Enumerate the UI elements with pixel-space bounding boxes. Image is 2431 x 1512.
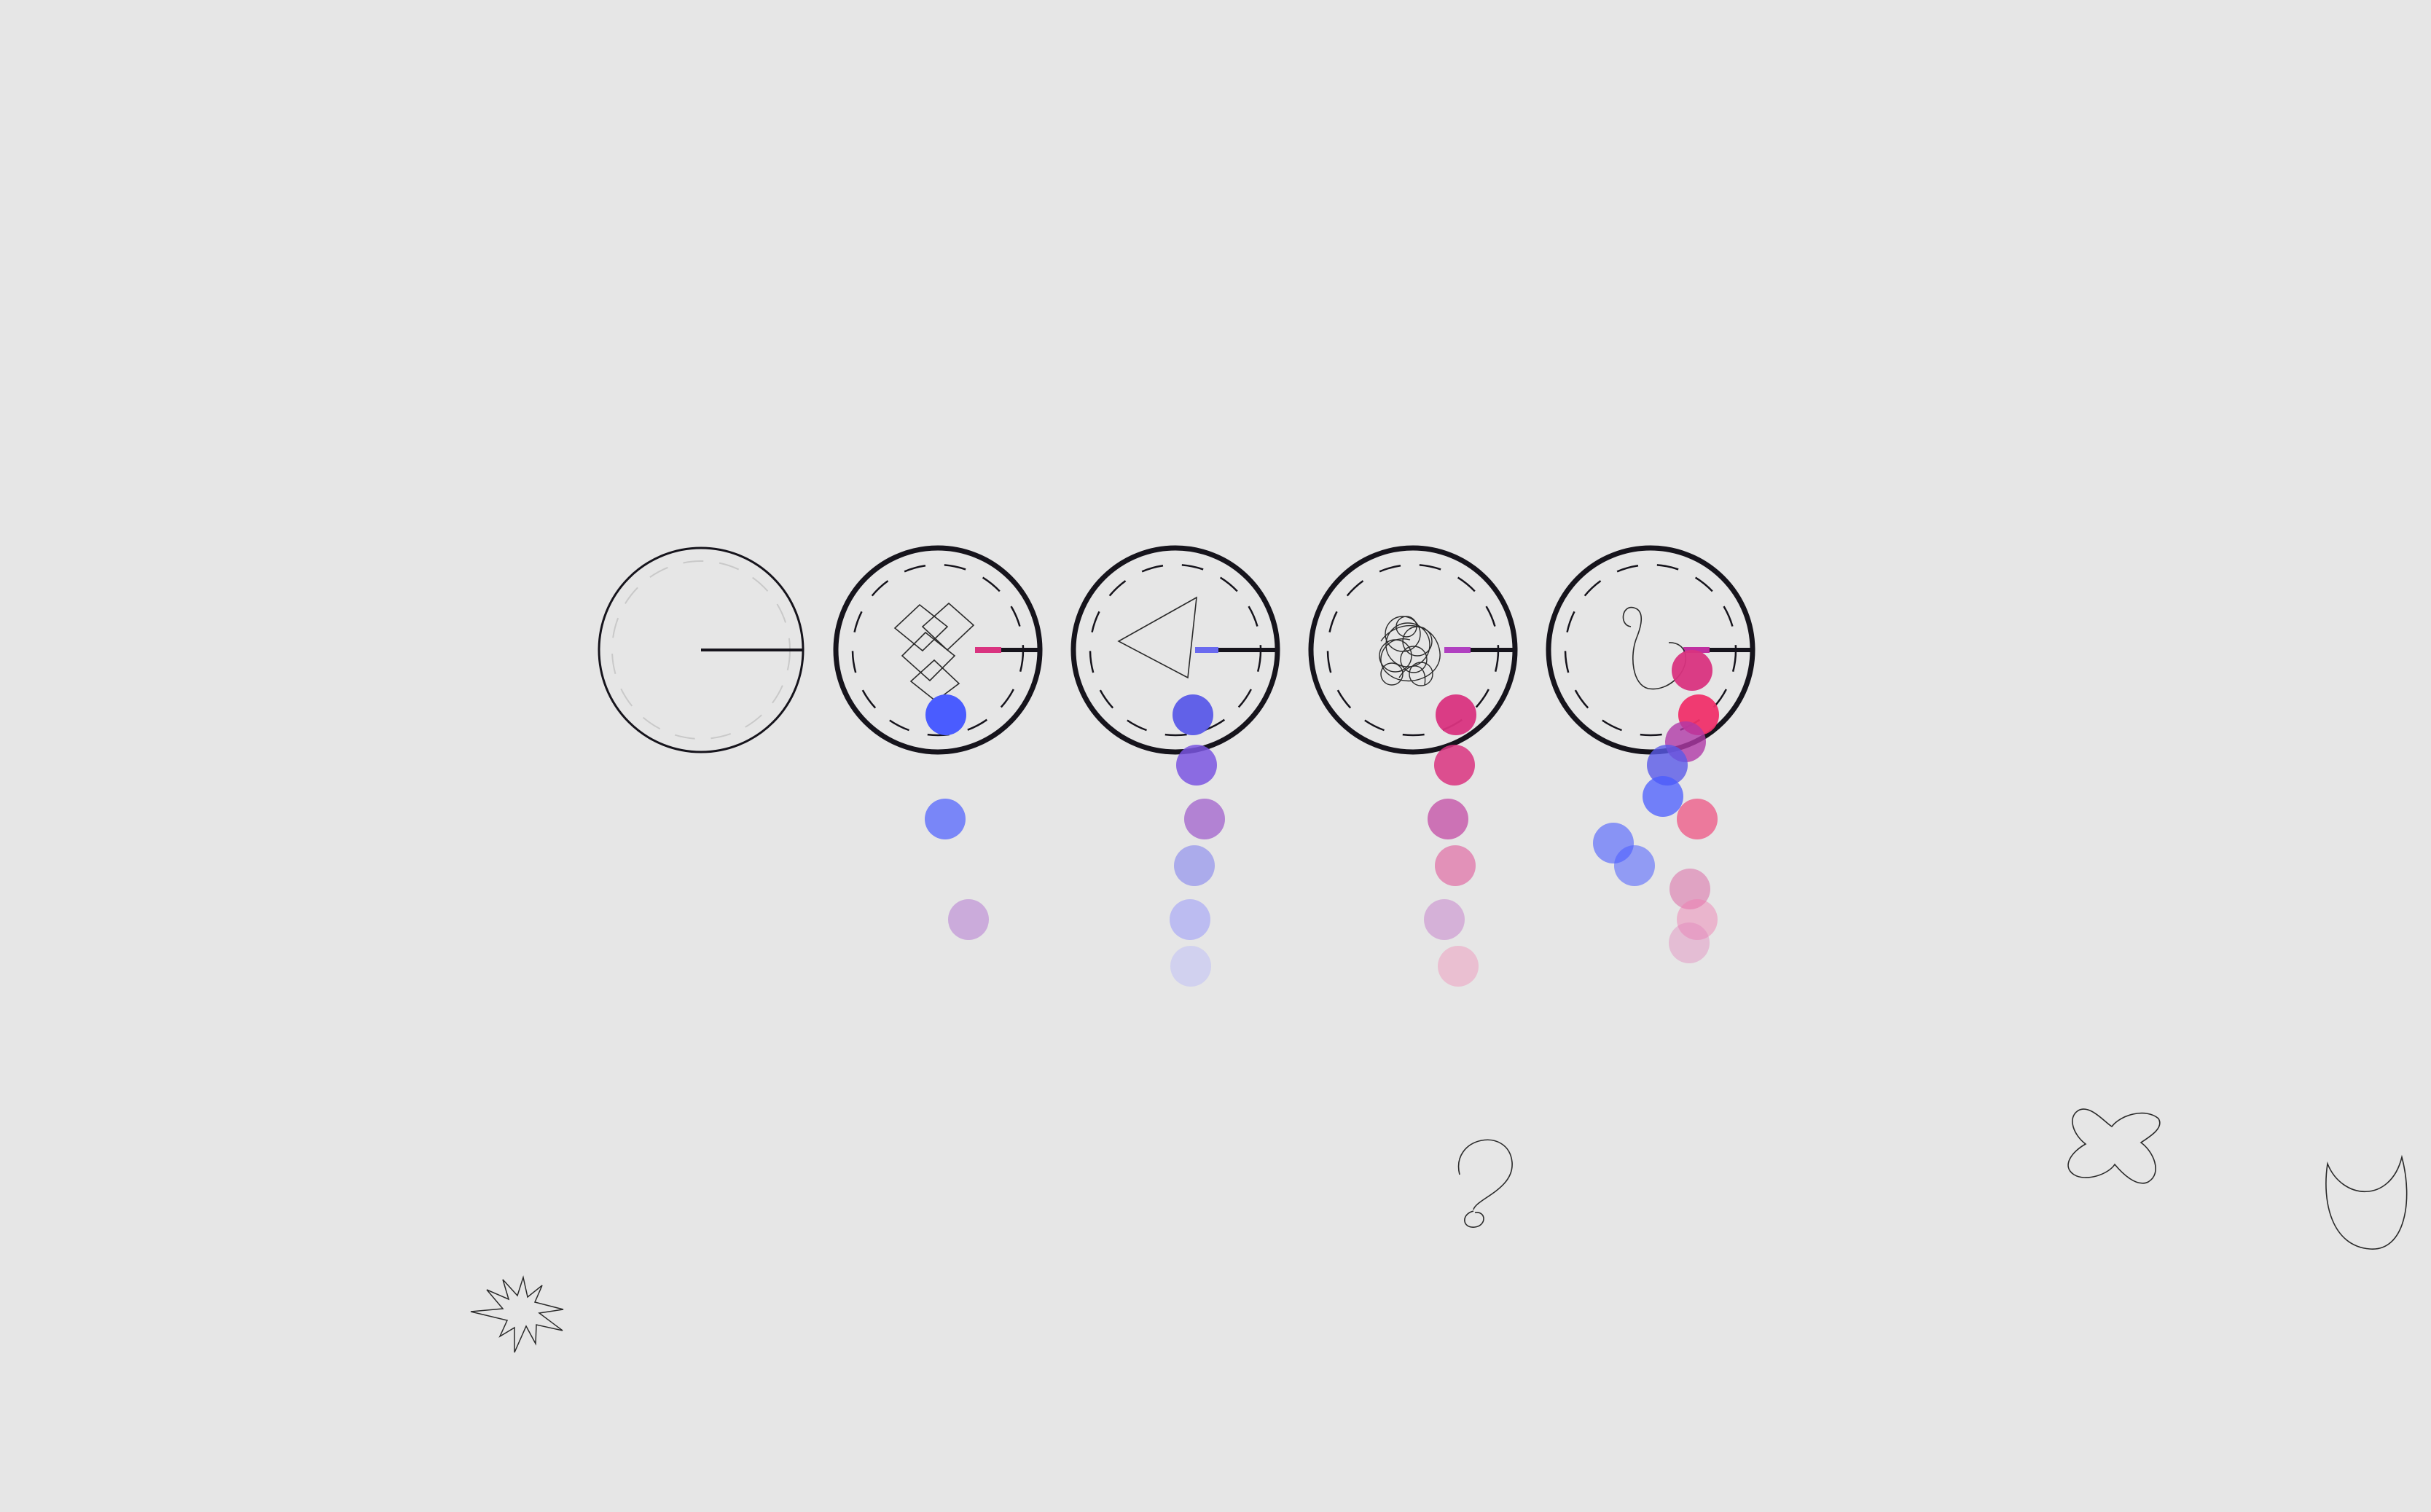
dot [1672,650,1712,691]
dial-hook[interactable] [1546,545,1755,755]
dial-squares[interactable] [833,545,1043,755]
dial-triangle[interactable] [1070,545,1280,755]
overlapping-squares-sketch-icon [893,602,975,702]
scribble-sketch-icon [1379,616,1441,686]
dot [1424,899,1465,940]
dot [1173,694,1213,735]
x-blob-sketch-icon [2067,1108,2161,1184]
dot [1436,694,1476,735]
dot [1435,845,1476,886]
dot [1669,869,1710,909]
dot [1647,745,1688,786]
starburst-sketch-icon [470,1275,564,1353]
dot [1643,776,1683,817]
dot [1434,745,1475,786]
dot [1677,899,1718,940]
dot [1669,923,1710,963]
dial-scribble[interactable] [1308,545,1518,755]
dot [1614,845,1655,886]
dot-trails [925,650,1719,987]
dot [925,799,966,839]
dot [1428,799,1468,839]
dot [925,694,966,735]
dot [1174,845,1215,886]
dial-empty[interactable] [598,547,805,753]
dot [1184,799,1225,839]
dot [1677,799,1718,839]
dot [1176,745,1217,786]
question-mark-sketch-icon [1457,1139,1513,1228]
cup-sketch-icon [2325,1154,2408,1250]
dot [1170,899,1210,940]
dot [948,899,989,940]
triangle-sketch-icon [1117,596,1197,679]
dot [1170,946,1211,987]
dot [1438,946,1479,987]
